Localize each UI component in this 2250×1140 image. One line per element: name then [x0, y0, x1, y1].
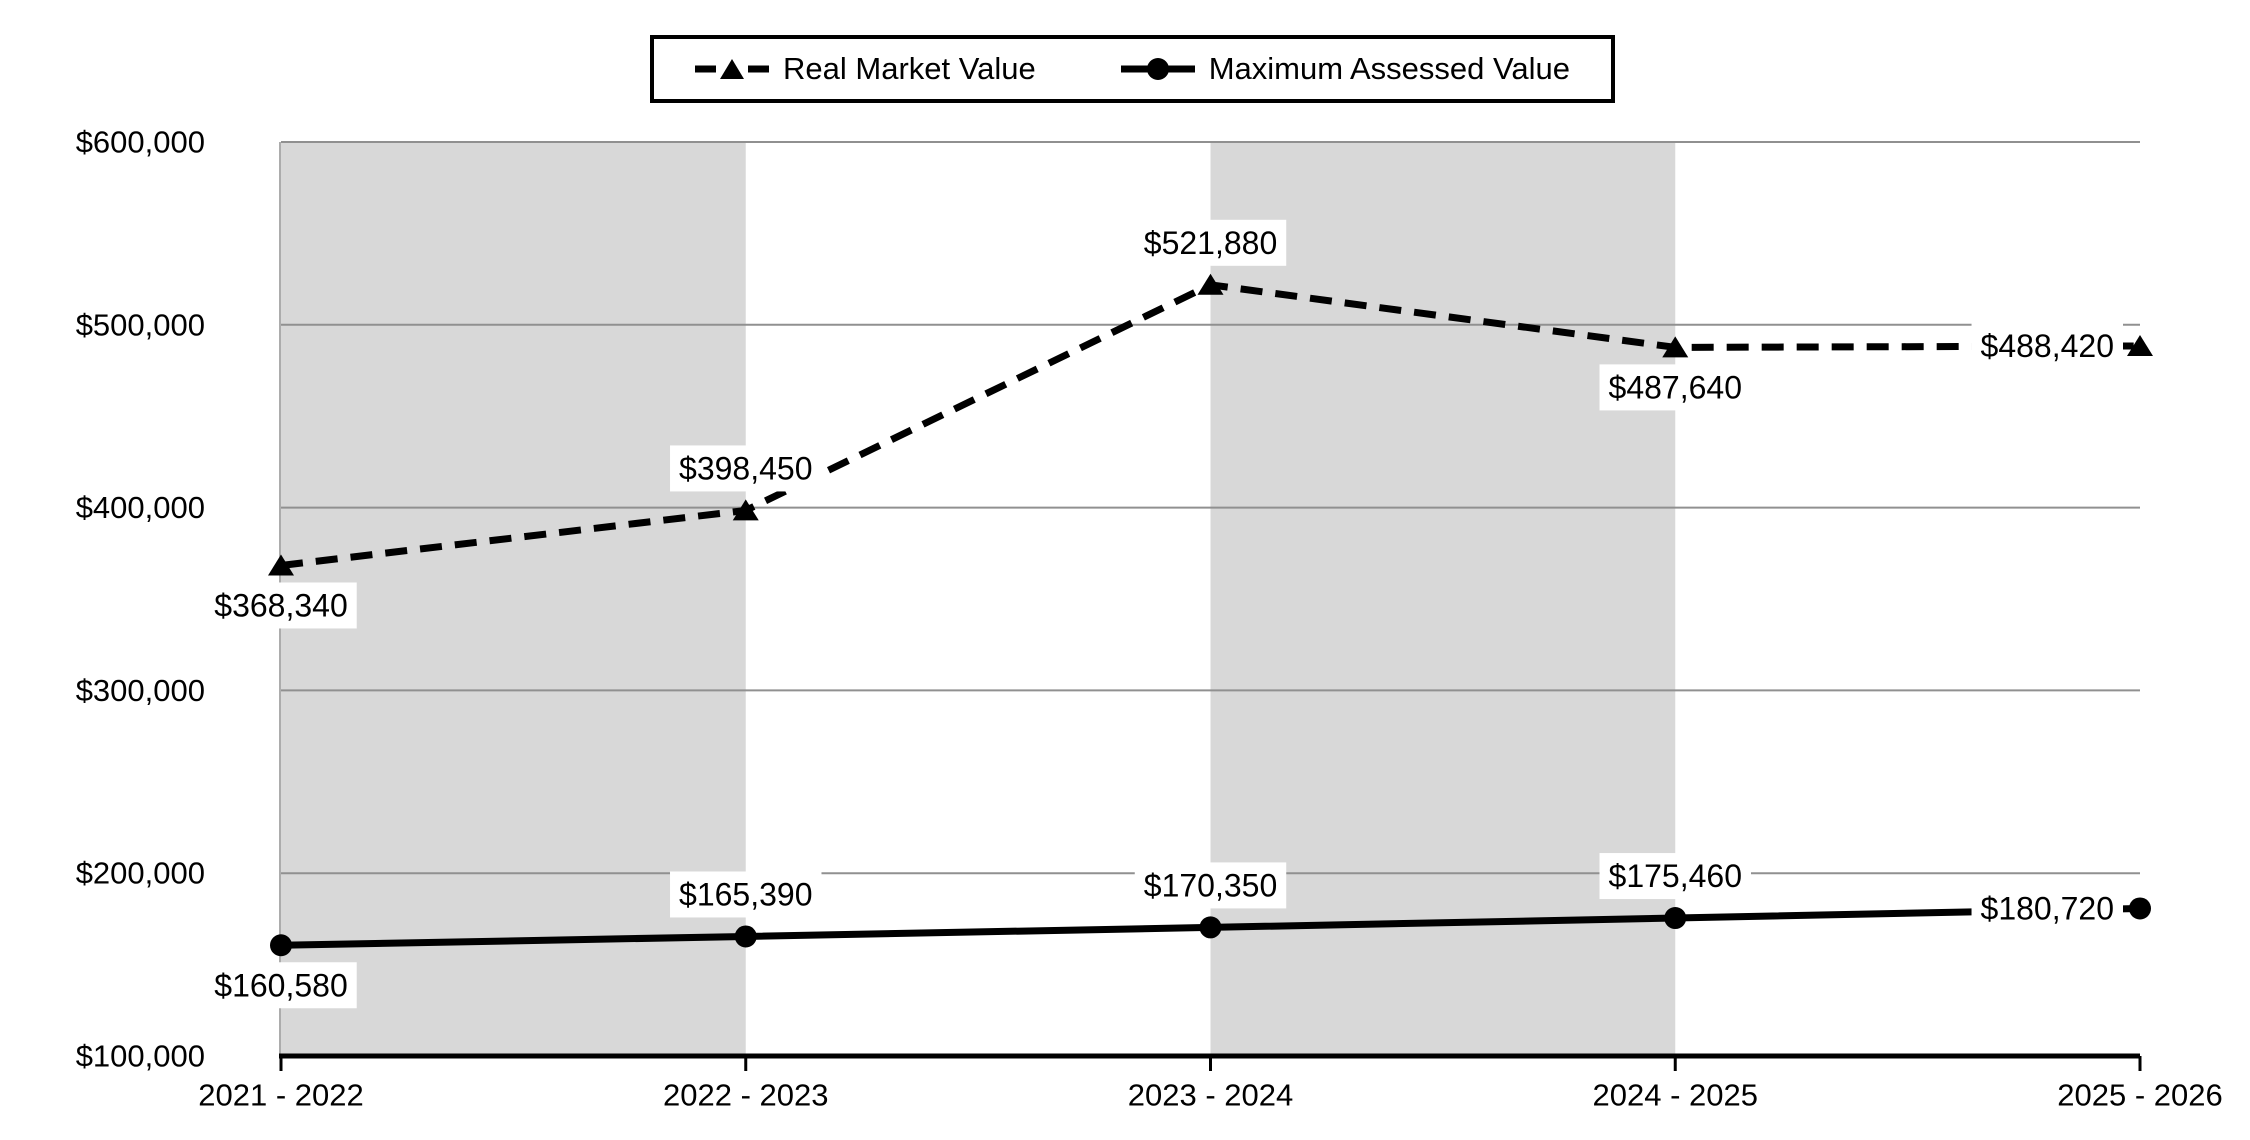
data-label: $165,390: [679, 876, 812, 912]
maximum-assessed-value-marker: [270, 934, 292, 957]
data-label: $487,640: [1609, 369, 1742, 405]
y-tick-label: $200,000: [76, 856, 205, 891]
data-label-group: $165,390: [670, 871, 822, 918]
x-tick-label: 2025 - 2026: [2057, 1078, 2222, 1113]
x-tick-label: 2021 - 2022: [198, 1078, 363, 1113]
real-market-value-marker: [1662, 336, 1689, 358]
x-tick-label: 2024 - 2025: [1593, 1078, 1758, 1113]
data-label: $170,350: [1144, 867, 1277, 903]
y-tick-label: $300,000: [76, 673, 205, 708]
data-label: $368,340: [214, 587, 347, 623]
data-label: $488,420: [1981, 328, 2114, 364]
data-label-group: $180,720: [1971, 885, 2123, 932]
maximum-assessed-value-marker: [2129, 897, 2151, 920]
data-label-background: [1971, 322, 2123, 369]
legend-label-maximum-assessed-value: Maximum Assessed Value: [1208, 51, 1570, 86]
maximum-assessed-value-marker: [1664, 907, 1687, 930]
data-label-background: [1599, 364, 1751, 411]
data-label: $175,460: [1609, 858, 1742, 894]
data-label-group: $160,580: [205, 962, 357, 1009]
legend-label-real-market-value: Real Market Value: [783, 51, 1036, 86]
data-label: $521,880: [1144, 225, 1277, 261]
data-label-group: $398,450: [670, 445, 822, 492]
dashed-triangle-legend-icon: [695, 59, 770, 79]
real-market-value-marker: [2127, 334, 2153, 356]
real-market-value-marker: [268, 554, 294, 576]
data-label-background: [670, 445, 822, 492]
y-tick-label: $500,000: [76, 307, 205, 342]
data-label-group: $175,460: [1599, 853, 1751, 900]
legend-item-maximum-assessed-value: Maximum Assessed Value: [1120, 51, 1570, 87]
data-label-group: $487,640: [1599, 364, 1751, 411]
data-label-group: $170,350: [1134, 862, 1287, 909]
data-label: $180,720: [1981, 890, 2114, 926]
data-label-group: $521,880: [1134, 219, 1287, 266]
y-tick-label: $400,000: [76, 490, 205, 525]
legend: Real Market Value Maximum Assessed Value: [650, 35, 1615, 103]
real-market-value-marker: [732, 499, 759, 521]
y-tick-label: $600,000: [76, 125, 205, 160]
x-tick-label: 2023 - 2024: [1128, 1078, 1293, 1113]
data-label-background: [1599, 853, 1751, 900]
data-label: $160,580: [214, 967, 347, 1003]
plot-band: [281, 142, 746, 1056]
x-tick-label: 2022 - 2023: [663, 1078, 828, 1113]
y-tick-label: $100,000: [76, 1039, 205, 1074]
data-label-background: [1134, 862, 1287, 909]
maximum-assessed-value-marker: [734, 925, 757, 948]
solid-circle-legend-icon: [1120, 58, 1195, 80]
real-market-value-marker: [1197, 273, 1224, 295]
data-label-background: [205, 582, 357, 629]
data-label-background: [1134, 219, 1287, 266]
data-label-background: [205, 962, 357, 1009]
data-label-group: $368,340: [205, 582, 357, 629]
data-label: $398,450: [679, 450, 812, 486]
data-label-background: [670, 871, 822, 918]
legend-item-real-market-value: Real Market Value: [695, 51, 1036, 87]
data-label-group: $488,420: [1971, 322, 2123, 369]
maximum-assessed-value-marker: [1199, 916, 1222, 939]
data-label-background: [1971, 885, 2123, 932]
